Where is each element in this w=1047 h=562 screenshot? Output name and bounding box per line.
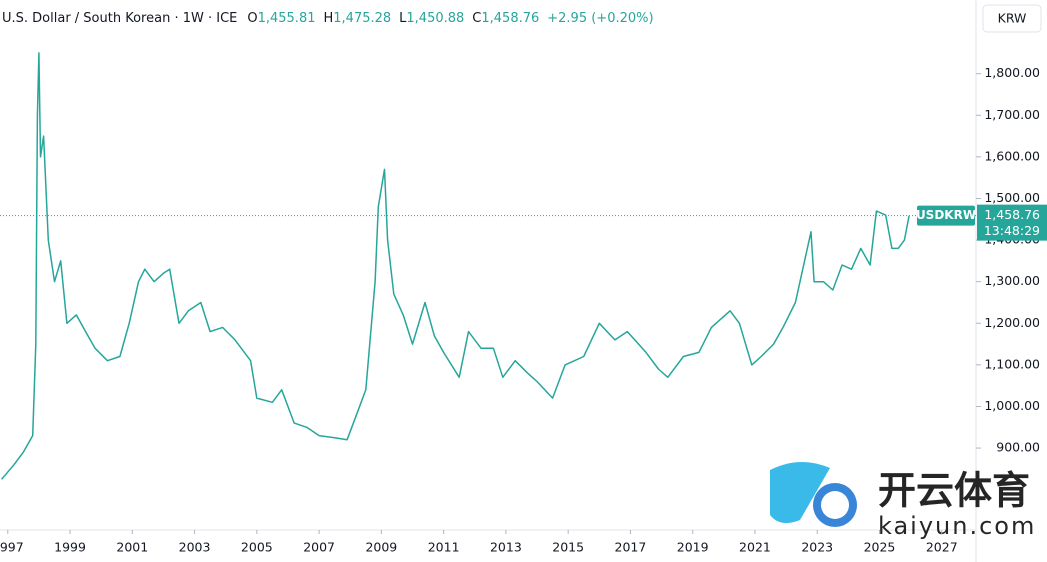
y-tick-label: 1,200.00	[984, 315, 1040, 330]
x-tick-label: 2011	[428, 540, 460, 555]
price-badge	[977, 204, 1047, 241]
currency-button[interactable]	[982, 4, 1042, 33]
ohlc-label: L	[399, 11, 407, 26]
legend-title: U.S. Dollar / South Korean · 1W · ICE O1,…	[2, 11, 654, 26]
change: +2.95 (+0.20%)	[547, 11, 653, 26]
y-tick-label: 1,800.00	[984, 65, 1040, 80]
price-line	[1, 52, 910, 480]
ohlc-label: C	[472, 11, 481, 26]
x-tick-label: 2003	[179, 540, 211, 555]
ohlc-value: 1,455.81	[258, 11, 316, 26]
x-tick-label: 2021	[739, 540, 771, 555]
x-tick-label: 2013	[490, 540, 522, 555]
last-price: 1,458.76	[984, 207, 1040, 222]
currency: KRW	[998, 11, 1027, 26]
x-tick-label: 2027	[926, 540, 958, 555]
x-tick-label: 2007	[303, 540, 335, 555]
watermark-brand: 开云体育	[878, 469, 1030, 513]
y-tick-label: 900.00	[996, 440, 1040, 455]
ohlc-value: 1,450.88	[406, 11, 464, 26]
ohlc-value: 1,475.28	[333, 11, 391, 26]
x-tick-label: 2015	[552, 540, 584, 555]
ohlc-value: 1,458.76	[481, 11, 539, 26]
ohlc-label: O	[247, 11, 257, 26]
y-tick-label: 1,700.00	[984, 107, 1040, 122]
x-tick-label: 2025	[864, 540, 896, 555]
y-tick-label: 1,500.00	[984, 190, 1040, 205]
logo-k	[770, 461, 830, 524]
x-tick-label: 2005	[241, 540, 273, 555]
watermark: 开云体育 kaiyun.com	[770, 461, 1036, 540]
y-tick-label: 1,100.00	[984, 356, 1040, 371]
symbol-badge	[917, 205, 975, 226]
watermark-url: kaiyun.com	[878, 512, 1036, 540]
x-tick-label: 2001	[116, 540, 148, 555]
symbol: USDKRW	[916, 208, 976, 222]
countdown: 13:48:29	[984, 223, 1040, 238]
y-tick-label: 1,000.00	[984, 398, 1040, 413]
x-tick-label: 2017	[615, 540, 647, 555]
title: U.S. Dollar / South Korean · 1W · ICE	[2, 11, 237, 26]
x-tick-label: 1997	[0, 540, 24, 555]
plot	[1, 52, 910, 480]
x-tick-label: 1999	[54, 540, 86, 555]
x-tick-label: 2009	[365, 540, 397, 555]
logo-ball-inner	[821, 491, 849, 519]
ohlc-label: H	[323, 11, 333, 26]
y-tick-label: 1,600.00	[984, 148, 1040, 163]
y-tick-label: 1,300.00	[984, 273, 1040, 288]
x-tick-label: 2019	[677, 540, 709, 555]
x-tick-label: 2023	[801, 540, 833, 555]
legend-header: U.S. Dollar / South Korean · 1W · ICE O1,…	[2, 11, 654, 26]
